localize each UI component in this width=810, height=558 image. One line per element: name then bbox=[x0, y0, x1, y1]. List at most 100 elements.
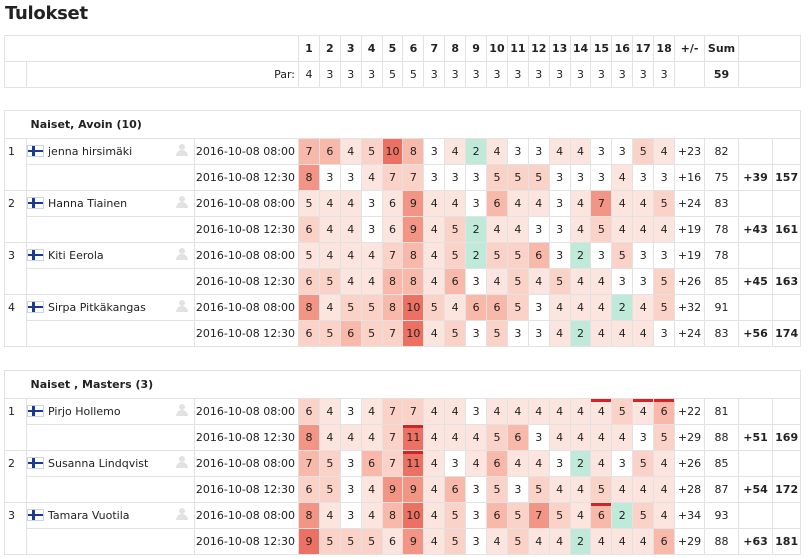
hole-score: 4 bbox=[506, 398, 529, 425]
round-date: 2016-10-08 12:30 bbox=[194, 528, 299, 555]
hole-score: 5 bbox=[360, 528, 383, 555]
hole-score: 2 bbox=[465, 216, 488, 243]
hole-score: 3 bbox=[653, 242, 676, 269]
player-position: 1 bbox=[4, 398, 27, 451]
hole-score: 4 bbox=[653, 502, 676, 529]
total-score: 172 bbox=[772, 476, 802, 503]
player-position: 2 bbox=[4, 450, 27, 503]
hole-score: 8 bbox=[381, 502, 404, 529]
player-name[interactable]: Tamara Vuotila bbox=[48, 509, 130, 522]
hole-score: 3 bbox=[339, 450, 362, 477]
hole-score: 4 bbox=[339, 138, 362, 165]
player-name[interactable]: Kiti Eerola bbox=[48, 249, 104, 262]
round-plusminus: +16 bbox=[674, 164, 706, 191]
hole-score: 3 bbox=[569, 164, 592, 191]
hole-score: 4 bbox=[423, 450, 446, 477]
hole-score: 6 bbox=[381, 190, 404, 217]
hole-score: 6 bbox=[298, 398, 320, 425]
hole-score: 4 bbox=[423, 398, 446, 425]
hole-score: 4 bbox=[318, 216, 341, 243]
hole-score: 4 bbox=[506, 190, 529, 217]
round-sum: 85 bbox=[704, 450, 740, 477]
player-cell: Kiti Eerola bbox=[26, 242, 171, 269]
hole-score: 2 bbox=[569, 320, 592, 347]
round-plusminus: +19 bbox=[674, 242, 706, 269]
round-date: 2016-10-08 08:00 bbox=[194, 398, 299, 425]
hole-score: 4 bbox=[611, 528, 634, 555]
hole-score: 3 bbox=[465, 398, 488, 425]
hole-score: 5 bbox=[486, 476, 508, 503]
hole-score: 4 bbox=[632, 216, 655, 243]
finland-flag-icon bbox=[28, 510, 43, 520]
score-row: 1 Pirjo Hollemo 2016-10-08 08:00 6 4 3 4 7 7 4 4 3 4… bbox=[4, 398, 802, 451]
hole-score: 3 bbox=[548, 190, 571, 217]
hole-score: 5 bbox=[506, 268, 529, 295]
par-value: 3 bbox=[444, 61, 467, 88]
player-name[interactable]: Hanna Tiainen bbox=[48, 197, 128, 210]
hole-score: 3 bbox=[465, 268, 488, 295]
player-position: 3 bbox=[4, 242, 27, 295]
player-name[interactable]: jenna hirsimäki bbox=[48, 145, 133, 158]
avatar-icon bbox=[176, 248, 189, 260]
hole-score: 5 bbox=[506, 528, 529, 555]
hole-score: 6 bbox=[381, 216, 404, 243]
hole-score: 8 bbox=[298, 164, 320, 191]
holes-header-table: 1 2 3 4 5 6 7 8 9 10 11 12 13 14 15 16 17 18 +/- Sum Par: 4 3 3… bbox=[4, 35, 802, 88]
hole-score: 4 bbox=[486, 138, 508, 165]
hole-score: 6 bbox=[444, 268, 467, 295]
hole-score: 4 bbox=[423, 268, 446, 295]
hole-score: 4 bbox=[360, 424, 383, 451]
hole-score: 8 bbox=[402, 138, 425, 165]
hole-score: 3 bbox=[506, 138, 529, 165]
hole-score: 5 bbox=[318, 476, 341, 503]
score-row: 3 Kiti Eerola 2016-10-08 08:00 5 4 4 4 7 8 4 5 2 5 5 6… bbox=[4, 242, 802, 295]
par-value: 4 bbox=[298, 61, 320, 88]
group-title: Naiset , Masters (3) bbox=[26, 370, 802, 399]
hole-score: 4 bbox=[423, 528, 446, 555]
hole-score: 5 bbox=[632, 502, 655, 529]
hole-number: 9 bbox=[465, 35, 488, 62]
hole-score: 4 bbox=[590, 320, 613, 347]
hole-score: 5 bbox=[444, 320, 467, 347]
hole-score: 7 bbox=[381, 164, 404, 191]
hole-score: 4 bbox=[590, 294, 613, 321]
round-plusminus: +24 bbox=[674, 190, 706, 217]
hole-number: 2 bbox=[318, 35, 341, 62]
hole-score: 2 bbox=[465, 138, 488, 165]
hole-score: 4 bbox=[611, 164, 634, 191]
hole-score: 4 bbox=[444, 138, 467, 165]
hole-score: 2 bbox=[611, 294, 634, 321]
round-sum: 93 bbox=[704, 502, 740, 529]
hole-score: 3 bbox=[465, 476, 488, 503]
hole-score: 3 bbox=[339, 164, 362, 191]
finland-flag-icon bbox=[28, 406, 43, 416]
round-date: 2016-10-08 08:00 bbox=[194, 450, 299, 477]
hole-score: 7 bbox=[402, 164, 425, 191]
hole-score: 10 bbox=[402, 502, 425, 529]
par-value: 3 bbox=[527, 61, 550, 88]
hole-score: 5 bbox=[506, 164, 529, 191]
par-value: 3 bbox=[653, 61, 676, 88]
hole-score: 5 bbox=[632, 450, 655, 477]
round-plusminus: +26 bbox=[674, 450, 706, 477]
total-plusminus: +51 bbox=[738, 424, 774, 451]
total-score: 161 bbox=[772, 216, 802, 243]
hole-score: 7 bbox=[527, 502, 550, 529]
round-plusminus: +29 bbox=[674, 528, 706, 555]
round-sum: 91 bbox=[704, 294, 740, 321]
score-row: 4 Sirpa Pitkäkangas 2016-10-08 08:00 8 4 5 5 8 1… bbox=[4, 294, 802, 347]
hole-score: 5 bbox=[611, 398, 634, 425]
hole-score: 6 bbox=[381, 528, 404, 555]
hole-score: 4 bbox=[527, 190, 550, 217]
hole-score: 6 bbox=[590, 502, 613, 529]
hole-score: 3 bbox=[590, 138, 613, 165]
player-name[interactable]: Sirpa Pitkäkangas bbox=[48, 301, 146, 314]
player-name[interactable]: Pirjo Hollemo bbox=[48, 405, 121, 418]
hole-score: 5 bbox=[444, 528, 467, 555]
player-name[interactable]: Susanna Lindqvist bbox=[48, 457, 149, 470]
par-value: 3 bbox=[506, 61, 529, 88]
hole-score: 4 bbox=[360, 476, 383, 503]
hole-number: 4 bbox=[360, 35, 383, 62]
hole-score: 6 bbox=[527, 242, 550, 269]
hole-score: 3 bbox=[465, 320, 488, 347]
